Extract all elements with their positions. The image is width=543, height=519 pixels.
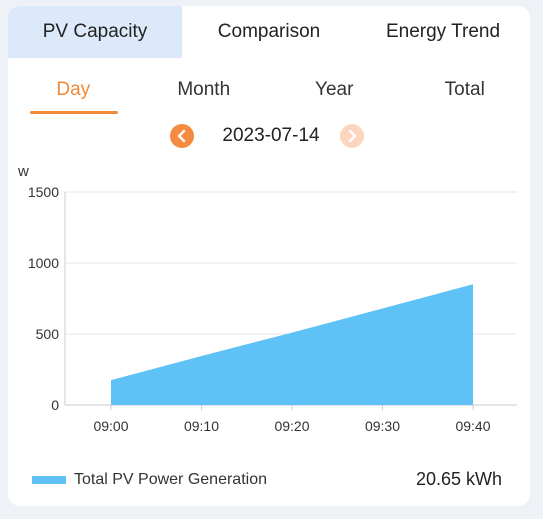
y-tick-label: 1500 xyxy=(28,184,59,200)
x-tick-labels: 09:00 09:10 09:20 09:30 09:40 xyxy=(93,405,491,434)
tab-day[interactable]: Day xyxy=(8,64,139,116)
chevron-left-icon xyxy=(177,129,186,143)
pv-power-chart: w 0 500 1000 1500 09:00 09:10 09:20 09:30 09:40 xyxy=(17,163,517,434)
legend-label: Total PV Power Generation xyxy=(74,471,267,488)
x-tick-label: 09:40 xyxy=(455,418,490,434)
legend-swatch xyxy=(32,476,66,484)
tab-total[interactable]: Total xyxy=(444,79,485,100)
previous-date-button[interactable] xyxy=(170,124,194,148)
next-date-button[interactable] xyxy=(340,124,364,148)
tab-energy-trend[interactable]: Energy Trend xyxy=(385,21,501,42)
y-tick-label: 0 xyxy=(51,397,59,413)
tab-month[interactable]: Month xyxy=(177,79,231,100)
chevron-right-icon xyxy=(348,129,357,143)
tab-year[interactable]: Year xyxy=(315,79,354,100)
y-axis-label: w xyxy=(17,163,29,180)
x-tick-label: 09:20 xyxy=(274,418,309,434)
active-tab-underline xyxy=(30,111,118,114)
selected-date[interactable]: 2023-07-14 xyxy=(222,125,320,146)
tab-day-label: Day xyxy=(56,79,91,100)
series-area-total-pv-power xyxy=(111,284,473,405)
x-tick-label: 09:30 xyxy=(365,418,400,434)
main-tabs: PV Capacity Comparison Energy Trend xyxy=(8,6,530,58)
tab-pv-capacity[interactable]: PV Capacity xyxy=(8,6,182,58)
date-navigator: 2023-07-14 xyxy=(8,118,530,152)
y-tick-labels: 0 500 1000 1500 xyxy=(28,184,59,413)
y-tick-label: 1000 xyxy=(28,255,59,271)
y-tick-label: 500 xyxy=(36,326,60,342)
total-generation-value: 20.65 kWh xyxy=(415,469,502,489)
pv-capacity-card: PV Capacity Comparison Energy Trend Day … xyxy=(8,6,530,506)
x-tick-label: 09:00 xyxy=(93,418,128,434)
chart-legend: Total PV Power Generation xyxy=(32,468,267,492)
x-tick-label: 09:10 xyxy=(184,418,219,434)
period-tabs: Day Month Year Total xyxy=(8,64,530,116)
tab-comparison[interactable]: Comparison xyxy=(217,21,321,42)
